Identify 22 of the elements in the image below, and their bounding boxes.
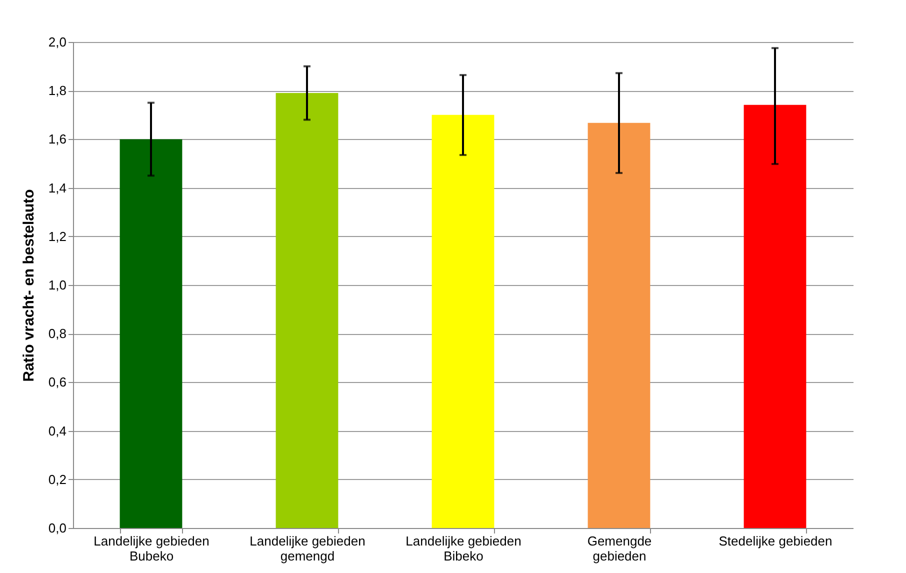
y-tick-label: 2,0 <box>48 34 66 50</box>
x-tick-label: Stedelijke gebieden <box>718 534 832 548</box>
y-tick-label: 1,0 <box>48 278 66 292</box>
y-tick-label: 0,0 <box>48 520 66 536</box>
x-tick-label: Landelijke gebieden gemengd <box>250 534 366 564</box>
y-axis-title: Ratio vracht- en bestelauto <box>20 189 38 382</box>
x-tick-label: Landelijke gebieden Bubeko <box>94 534 210 564</box>
bar <box>432 114 494 528</box>
y-tick-label: 1,8 <box>48 83 66 98</box>
y-tick-label: 0,6 <box>48 374 66 390</box>
bar <box>276 93 338 528</box>
x-tick-label: Landelijke gebieden Bibeko <box>406 534 522 564</box>
y-tick-label: 1,6 <box>48 132 66 147</box>
bar <box>744 104 806 528</box>
x-tick-label: Gemengde gebieden <box>587 534 652 564</box>
y-tick-label: 1,2 <box>48 228 66 244</box>
y-tick-label: 1,4 <box>48 180 66 196</box>
bar <box>588 122 650 528</box>
y-tick-label: 0,4 <box>48 423 66 438</box>
y-tick-label: 0,2 <box>48 472 66 487</box>
y-tick-label: 0,8 <box>48 326 66 342</box>
bar <box>120 139 182 528</box>
